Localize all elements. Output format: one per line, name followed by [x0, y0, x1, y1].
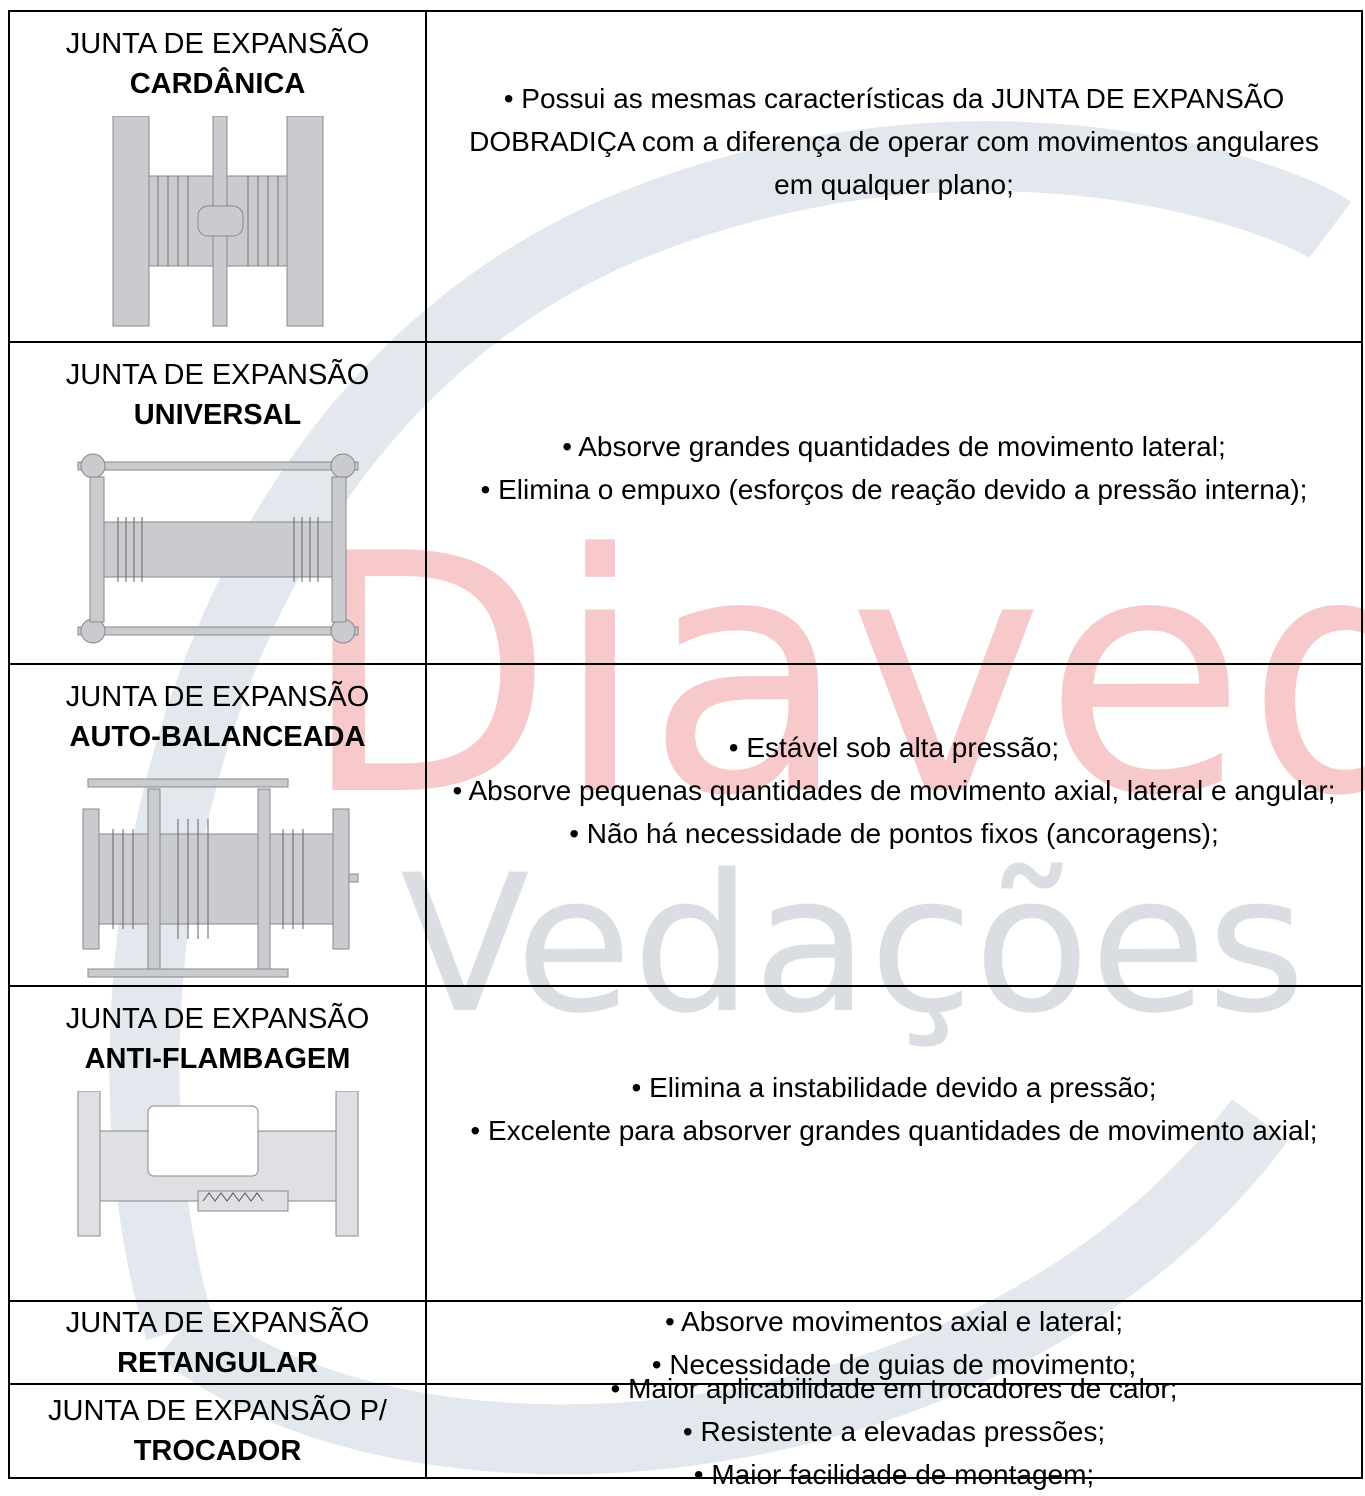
joint-title: JUNTA DE EXPANSÃO	[65, 1003, 370, 1035]
feature-bullet: • Possui as mesmas características da JU…	[469, 83, 1319, 200]
feature-bullet: • Resistente a elevadas pressões;	[682, 1415, 1106, 1447]
watermark-arc	[158, 1099, 1289, 1475]
feature-bullet: • Necessidade de guias de movimento;	[651, 1348, 1137, 1380]
cell-type: JUNTA DE EXPANSÃO RETANGULAR	[8, 1300, 427, 1385]
cell-features: • Estável sob alta pressão; • Absorve peq…	[425, 663, 1363, 987]
watermark-tagline: Vedações	[400, 834, 1306, 1055]
joint-title: JUNTA DE EXPANSÃO P/	[48, 1395, 387, 1427]
joint-drawing	[112, 116, 323, 327]
cell-type: JUNTA DE EXPANSÃO ANTI-FLAMBAGEM	[8, 985, 427, 1302]
feature-bullet: • Absorve grandes quantidades de movimen…	[562, 431, 1226, 462]
watermark-arc	[109, 121, 1351, 1341]
feature-bullet: • Maior facilidade de montagem;	[693, 1458, 1095, 1490]
feature-bullet: • Estável sob alta pressão;	[728, 731, 1060, 763]
feature-bullet: • Excelente para absorver grandes quanti…	[470, 1114, 1318, 1146]
joint-name: TROCADOR	[133, 1435, 302, 1467]
cell-type: JUNTA DE EXPANSÃO P/TROCADOR	[8, 1383, 427, 1479]
cell-type: JUNTA DE EXPANSÃO AUTO-BALANCEADA	[8, 663, 427, 987]
feature-bullet: • Absorve pequenas quantidades de movime…	[452, 774, 1336, 806]
joint-title: JUNTA DE EXPANSÃO	[65, 359, 370, 391]
cell-features: • Possui as mesmas características da JU…	[425, 10, 1363, 343]
cell-features: • Maior aplicabilidade em trocadores de …	[425, 1373, 1363, 1490]
cell-type: JUNTA DE EXPANSÃO UNIVERSAL	[8, 341, 427, 665]
joint-drawing	[77, 453, 358, 644]
joint-name: RETANGULAR	[117, 1346, 318, 1379]
feature-bullet: • Não há necessidade de pontos fixos (an…	[569, 817, 1219, 849]
joint-drawing	[82, 778, 358, 978]
feature-bullet: • Absorve movimentos axial e lateral;	[664, 1305, 1123, 1337]
feature-bullet: • Elimina a instabilidade devido a press…	[631, 1071, 1157, 1103]
joint-drawing	[77, 1091, 358, 1237]
feature-bullet: • Elimina o empuxo (esforços de reação d…	[480, 474, 1308, 505]
feature-bullet: • Maior aplicabilidade em trocadores de …	[610, 1372, 1178, 1404]
cell-features: • Elimina a instabilidade devido a press…	[425, 985, 1363, 1302]
joint-name: AUTO-BALANCEADA	[69, 721, 366, 753]
joint-title: JUNTA DE EXPANSÃO	[65, 681, 370, 713]
watermark-brand: Diaved	[300, 484, 1365, 868]
cell-type: JUNTA DE EXPANSÃO CARDÂNICA	[8, 10, 427, 343]
cell-features: • Absorve grandes quantidades de movimen…	[425, 341, 1363, 665]
joint-name: CARDÂNICA	[129, 68, 306, 100]
joint-name: UNIVERSAL	[133, 399, 302, 431]
joint-title: JUNTA DE EXPANSÃO	[65, 28, 370, 60]
joint-name: ANTI-FLAMBAGEM	[84, 1043, 351, 1075]
joint-title: JUNTA DE EXPANSÃO	[65, 1306, 370, 1339]
